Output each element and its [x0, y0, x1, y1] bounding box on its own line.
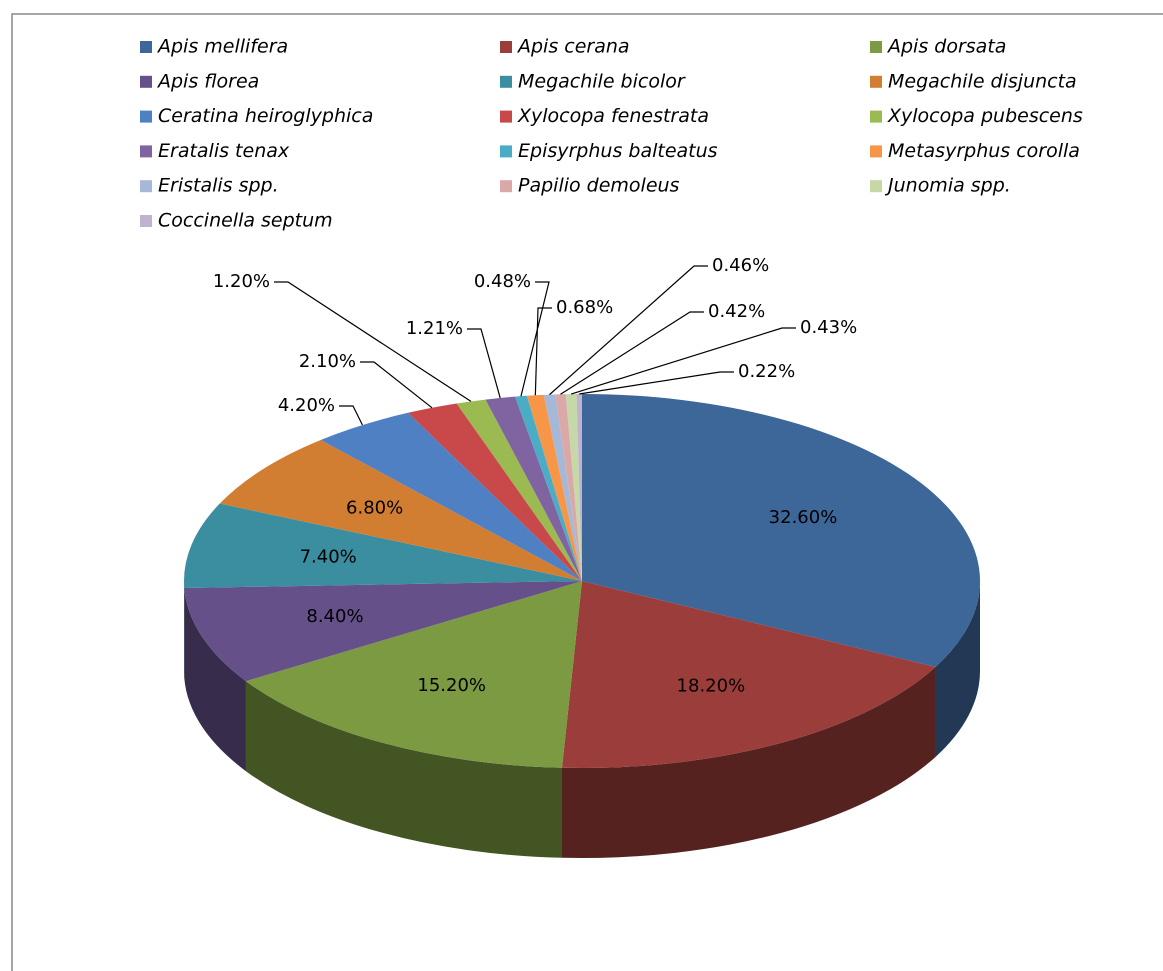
legend-swatch	[140, 180, 152, 193]
pie-slice-side	[245, 681, 563, 858]
pie-slice	[408, 403, 582, 581]
pie-slice	[456, 399, 582, 581]
legend-swatch	[500, 180, 512, 193]
pie-slice	[515, 395, 582, 581]
data-label: 0.42%	[708, 301, 765, 322]
legend-label: Papilio demoleus	[518, 175, 680, 197]
data-label: 6.80%	[346, 497, 403, 518]
pie-slice	[245, 581, 582, 768]
leader-line	[560, 311, 704, 395]
legend-swatch	[140, 145, 152, 158]
pie-slice-side	[184, 588, 246, 772]
pie-slice	[485, 396, 582, 581]
legend-label: Apis dorsata	[886, 36, 1006, 58]
pie-slice	[184, 581, 583, 682]
legend-label: Apis florea	[156, 70, 259, 92]
data-label: 32.60%	[769, 507, 838, 528]
pie-slice	[582, 394, 981, 667]
legend-label: Ceratina heiroglyphica	[158, 105, 373, 127]
data-label: 4.20%	[278, 395, 335, 416]
pie-slice	[555, 394, 582, 581]
data-label: 8.40%	[306, 606, 363, 627]
legend-label: Apis cerana	[516, 36, 630, 58]
legend-swatch	[870, 110, 882, 123]
data-label: 1.21%	[406, 318, 463, 339]
legend-label: Megachile disjuncta	[888, 70, 1077, 92]
legend-swatch	[870, 145, 882, 158]
pie-slice	[543, 394, 582, 581]
pie-slice	[565, 394, 582, 581]
pie-slice-side	[562, 666, 936, 858]
data-label: 0.22%	[738, 361, 795, 382]
leader-line	[274, 281, 472, 402]
pie-slice	[320, 412, 582, 581]
legend-swatch	[140, 75, 152, 88]
pie-slice-side	[935, 581, 980, 757]
labels: 32.60% 18.20% 15.20% 8.40% 7.40% 6.80% 4.20% 2.…	[213, 255, 857, 696]
pie-slice	[219, 439, 582, 581]
pie-slice	[526, 394, 582, 581]
legend-swatch	[140, 110, 152, 123]
legend-swatch	[870, 41, 882, 53]
data-label: 0.43%	[800, 317, 857, 338]
data-label: 18.20%	[677, 675, 746, 696]
legend-label: Apis mellifera	[156, 36, 288, 58]
legend-swatch	[140, 215, 152, 227]
data-label: 0.68%	[556, 297, 613, 318]
legend-swatch	[140, 41, 152, 53]
leader-line	[467, 328, 501, 399]
pie-slice	[184, 503, 583, 589]
leader-line	[570, 327, 796, 395]
leader-line	[520, 281, 550, 397]
data-label: 15.20%	[417, 675, 486, 696]
legend-swatch	[500, 110, 512, 123]
data-label: 0.48%	[474, 271, 531, 292]
legend: Apis mellifera Apis cerana Apis dorsata Api…	[140, 36, 1083, 232]
legend-label: Junomia spp.	[884, 175, 1011, 197]
leader-line	[549, 265, 708, 396]
legend-swatch	[500, 41, 512, 53]
legend-label: Episyrphus balteatus	[518, 140, 718, 162]
data-label: 2.10%	[299, 351, 356, 372]
leader-line	[339, 405, 363, 426]
pie-tops	[184, 394, 981, 768]
legend-label: Megachile bicolor	[518, 70, 686, 92]
data-label: 1.20%	[213, 271, 270, 292]
pie-slice	[576, 394, 582, 581]
legend-swatch	[500, 75, 512, 88]
legend-label: Xylocopa pubescens	[887, 105, 1083, 127]
legend-label: Eratalis tenax	[158, 140, 290, 162]
pie-sides	[184, 581, 980, 858]
data-label: 0.46%	[712, 255, 769, 276]
legend-label: Coccinella septum	[158, 210, 333, 232]
legend-swatch	[500, 145, 512, 158]
legend-label: Xylocopa fenestrata	[517, 105, 709, 127]
leader-line	[360, 361, 433, 409]
legend-swatch	[870, 75, 882, 88]
data-label: 7.40%	[300, 546, 357, 567]
legend-swatch	[870, 180, 882, 193]
legend-label: Metasyrphus corolla	[888, 140, 1080, 162]
leader-line	[534, 307, 552, 396]
leader-line	[579, 371, 734, 395]
legend-label: Eristalis spp.	[158, 175, 279, 197]
pie-slice	[562, 581, 936, 768]
